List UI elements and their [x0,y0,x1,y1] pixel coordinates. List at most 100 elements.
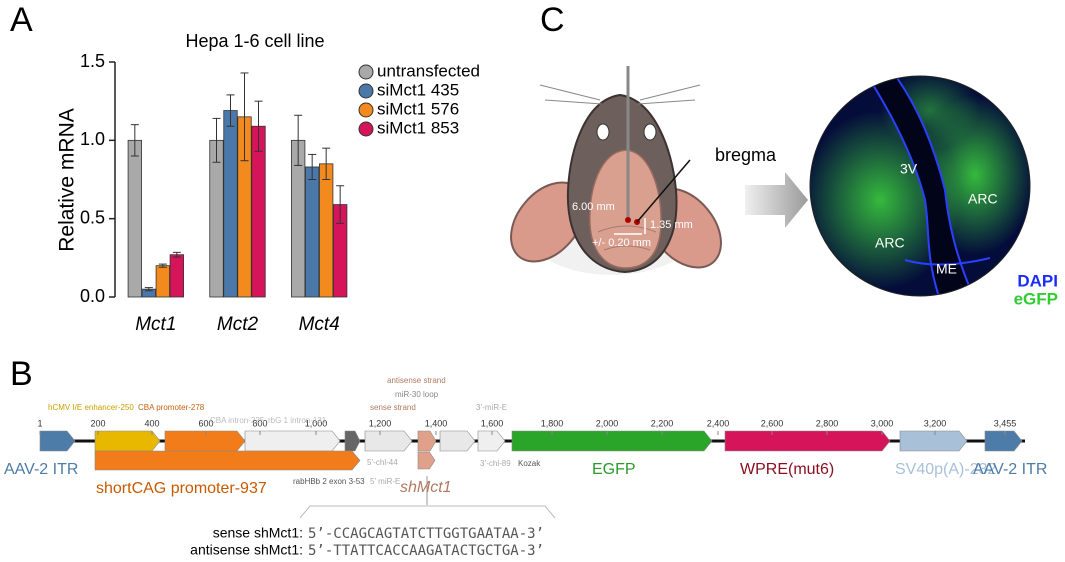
feature-label: EGFP [592,461,636,478]
feature-label: miR-30 loop [395,390,439,399]
legend-swatch [358,102,374,118]
feature-label: 3’-miR-E [476,403,507,412]
bar [127,139,142,298]
region-label: 3V [900,161,918,177]
feature-label: shMct1 [400,479,452,496]
y-tick-label: 0.0 [80,286,105,306]
feature [364,430,413,452]
stain-label: eGFP [1014,289,1058,308]
x-tick-label: Mct4 [299,314,340,335]
ruler-label: 400 [144,418,159,428]
feature [94,430,161,452]
feature-label: AAV-2 ITR [973,461,1047,478]
bar [209,139,224,298]
feature [899,430,968,452]
ruler-label: 2,800 [816,418,839,428]
bar [155,265,170,298]
region-label: ME [936,261,957,277]
feature [477,430,506,452]
ruler-label: 3,455 [994,418,1017,428]
feature-label: hCMV I/E enhancer-250 [48,403,134,412]
bar [251,125,266,298]
stain-label: DAPI [1017,271,1058,290]
feature [439,430,476,452]
ruler-label: 1,800 [541,418,564,428]
feature [94,450,361,471]
region-label: ARC [968,191,998,207]
feature [511,430,713,452]
feature-label: shortCAG promoter-937 [96,480,267,497]
arrow [745,172,808,228]
ruler-label: 1,400 [425,418,448,428]
bar [305,166,320,298]
ruler-label: 1,600 [481,418,504,428]
feature-label: 5’-chl-44 [367,458,398,467]
feature-label: antisense strand [387,376,446,385]
depth-label: 6.00 mm [572,201,615,213]
sequence-label: antisense shMct1: [190,542,303,558]
ruler-label: 2,200 [651,418,674,428]
feature-label: sense strand [370,403,416,412]
histology-image [810,76,1030,296]
feature-label: CBA intron-225 [210,416,265,425]
y-tick-label: 0.5 [80,207,105,227]
legend-swatch [358,83,374,99]
panel-label: A [10,1,33,39]
feature [39,430,76,452]
ml-label: +/- 0.20 mm [592,237,651,249]
ruler-label: 3,200 [924,418,947,428]
legend-swatch [358,121,374,137]
ruler-label: 1 [37,418,42,428]
bar [223,110,238,298]
legend-swatch [358,64,374,80]
legend-label: siMct1 576 [377,99,459,118]
feature-label: rabHBb 2 exon 3-53 [293,477,365,486]
feature [417,451,436,470]
feature [724,430,891,452]
feature [164,430,246,452]
feature [984,430,1023,452]
ruler-label: 2,000 [596,418,619,428]
feature [244,430,341,452]
ruler-label: 3,000 [871,418,894,428]
feature-label: 3’-chl-89 [480,459,511,468]
x-tick-label: Mct1 [135,314,176,335]
feature-label: CBA promoter-278 [138,403,205,412]
feature-label: Kozak [518,459,541,468]
y-axis-label: Relative mRNA [56,108,79,252]
ruler-label: 2,600 [761,418,784,428]
ruler-label: 2,400 [707,418,730,428]
x-tick-label: Mct2 [217,314,259,335]
ruler-label: 600 [198,418,213,428]
feature-label: AAV-2 ITR [4,461,78,478]
feature-label: WPRE(mut6) [740,461,834,478]
sequence-label: sense shMct1: [213,525,303,541]
ruler-label: 1,200 [369,418,392,428]
feature-label: 5’ miR-E [370,477,400,486]
ap-label: 1.35 mm [650,219,693,231]
bregma-label: bregma [715,145,777,165]
bar [319,163,334,298]
legend-label: siMct1 435 [377,80,459,99]
panel-label: C [540,1,565,39]
image-border [809,75,1031,297]
feature-label: SV40p(A)-232 [895,461,996,478]
feature [417,430,437,452]
ruler-label: 200 [90,418,105,428]
y-tick-label: 1.5 [80,51,105,71]
ruler-label: 1,000 [305,418,328,428]
ruler-label: 800 [252,418,267,428]
panel-label: B [10,355,33,393]
legend-label: siMct1 853 [377,118,459,137]
feature [344,430,361,452]
bar [169,254,184,298]
legend-label: untransfected [377,61,480,80]
sequence: 5’-TTATTCACCAAGATACTGCTGA-3’ [308,543,544,559]
mouse-illustration [510,66,722,275]
bracket [299,505,556,519]
region-label: ARC [875,235,905,251]
y-tick-label: 1.0 [80,129,105,149]
sequence: 5’-CCAGCAGTATCTTGGTGAATAA-3’ [308,526,544,542]
feature-label: rbG 1 intron-131 [268,416,327,425]
